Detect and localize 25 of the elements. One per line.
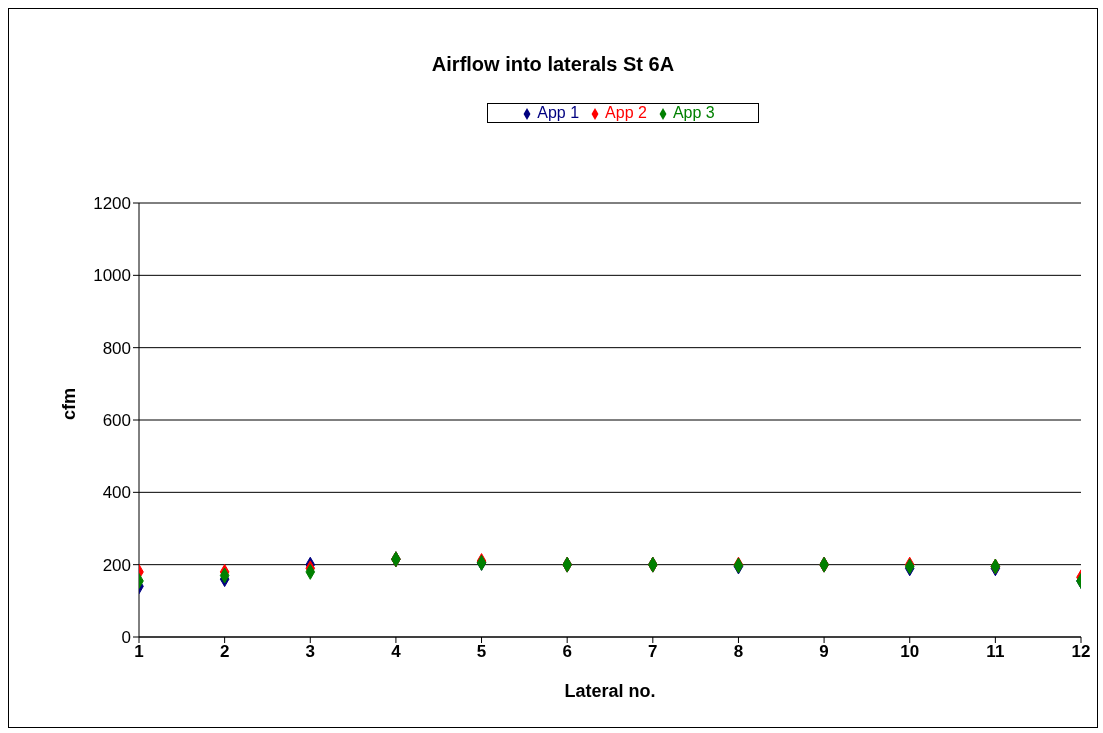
y-tick-label: 400	[102, 483, 131, 503]
y-axis-title: cfm	[59, 387, 80, 420]
y-tick-label: 600	[102, 411, 131, 431]
x-tick-label: 8	[733, 642, 744, 662]
x-axis-title: Lateral no.	[564, 681, 656, 701]
chart-title: Airflow into laterals St 6A	[430, 53, 676, 76]
x-tick-label: 10	[900, 642, 920, 662]
y-tick-label: 200	[102, 555, 131, 575]
x-tick-label: 7	[648, 642, 658, 662]
x-tick-label: 3	[305, 642, 316, 662]
x-tick-label: 4	[391, 642, 402, 662]
legend-label: App 2	[605, 104, 647, 121]
legend-label: App 1	[537, 104, 580, 121]
x-tick-label: 6	[562, 642, 572, 662]
x-tick-label: 12	[1071, 642, 1091, 662]
x-tick-label: 9	[819, 642, 829, 662]
y-tick-label: 1200	[93, 194, 131, 214]
legend-label: App 3	[672, 104, 715, 121]
y-tick-label: 0	[121, 628, 131, 648]
y-tick-label: 1000	[93, 266, 131, 286]
x-tick-label: 2	[219, 642, 230, 662]
x-tick-label: 1	[134, 642, 144, 662]
x-tick-label: 5	[476, 642, 487, 662]
y-tick-label: 800	[102, 338, 131, 358]
x-tick-label: 11	[986, 642, 1005, 662]
